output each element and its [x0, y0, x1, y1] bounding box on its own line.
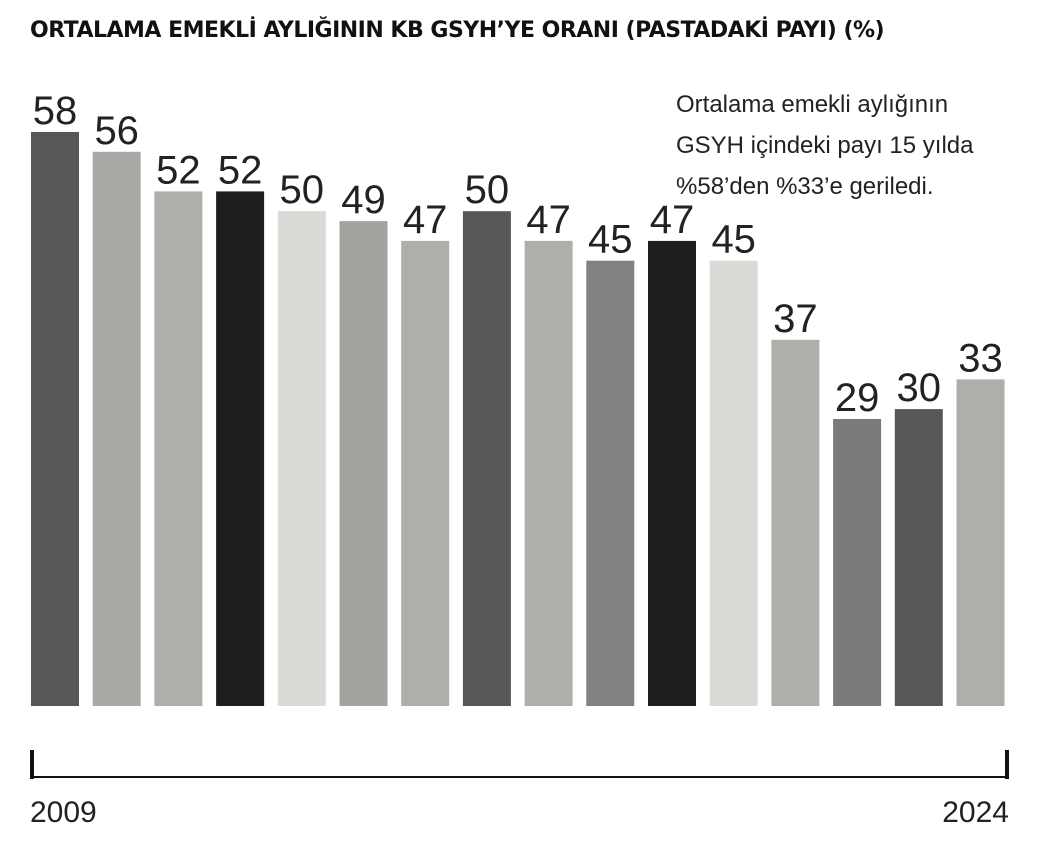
bar-value-label: 50: [465, 168, 510, 212]
bar: [462, 211, 511, 706]
bar: [92, 151, 141, 707]
bar-value-label: 30: [897, 366, 942, 410]
annotation-line: GSYH içindeki payı 15 yılda: [676, 132, 974, 159]
bar: [277, 211, 326, 706]
bar-value-label: 47: [650, 198, 695, 242]
bar: [401, 240, 450, 706]
time-axis: 2009 2024: [30, 750, 1009, 829]
bar: [771, 339, 820, 706]
bar: [648, 240, 696, 706]
bar-value-label: 50: [280, 168, 325, 212]
bar-value-label: 33: [958, 336, 1003, 380]
bar-value-label: 45: [588, 218, 633, 262]
axis-start-label: 2009: [30, 796, 97, 829]
bar: [216, 191, 265, 706]
bar: [894, 409, 943, 706]
bar: [956, 379, 1005, 706]
bar-value-label: 49: [341, 178, 386, 222]
bar-value-label: 52: [218, 148, 263, 192]
bar: [586, 260, 635, 706]
annotation: Ortalama emekli aylığının GSYH içindeki …: [676, 84, 1026, 207]
bar: [833, 419, 882, 706]
bar-value-label: 58: [33, 89, 78, 133]
bar-value-label: 56: [94, 109, 139, 153]
bar: [339, 221, 388, 706]
bar: [154, 191, 203, 706]
bar-value-label: 47: [526, 198, 571, 242]
bar: [31, 132, 79, 706]
annotation-line: %58’den %33’e geriledi.: [676, 173, 934, 200]
bar-group: 58 56 52 52 50 49 47 50 47 45 47 45 37 29 30 33: [31, 89, 1005, 707]
bar: [524, 240, 573, 706]
annotation-line: Ortalama emekli aylığının: [676, 91, 949, 118]
bar-value-label: 45: [711, 218, 756, 262]
axis-end-label: 2024: [942, 796, 1009, 829]
bar-value-label: 47: [403, 198, 448, 242]
bar-value-label: 29: [835, 376, 880, 420]
bar-value-label: 37: [773, 297, 818, 341]
bar: [709, 260, 758, 706]
chart-title: ORTALAMA EMEKLİ AYLIĞININ KB GSYH’YE ORA…: [30, 18, 885, 43]
bar-value-label: 52: [156, 148, 201, 192]
